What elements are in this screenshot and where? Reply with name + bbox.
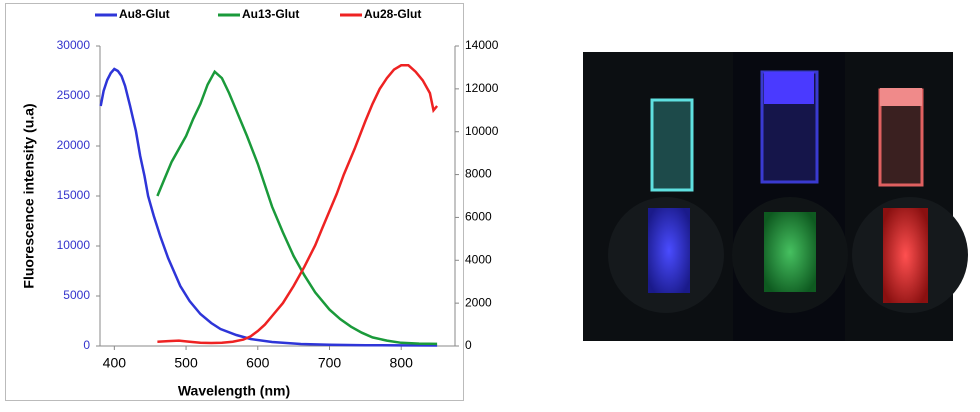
glow-red (883, 208, 928, 303)
series-line (99, 67, 438, 347)
y2-tick-label: 0 (465, 338, 472, 352)
y2-tick-label: 14000 (465, 38, 499, 52)
legend-label: Au13-Glut (242, 7, 299, 21)
y-tick-label: 5000 (63, 288, 90, 302)
y-tick-label: 20000 (57, 138, 91, 152)
y2-tick-label: 6000 (465, 210, 492, 224)
legend-label: Au8-Glut (119, 7, 170, 21)
series-line (157, 64, 439, 345)
y-tick-label: 25000 (57, 88, 91, 102)
series-line (156, 69, 438, 346)
y2-tick-label: 10000 (465, 124, 499, 138)
y2-tick-label: 8000 (465, 167, 492, 181)
photo (583, 52, 968, 341)
y2-tick-label: 2000 (465, 295, 492, 309)
y2-tick-label: 4000 (465, 252, 492, 266)
x-axis-title: Wavelength (nm) (178, 383, 290, 399)
y2-tick-label: 12000 (465, 81, 499, 95)
x-tick-label: 700 (318, 355, 342, 371)
chart: Wavelength (nm) Fluorescence intensity (… (21, 7, 499, 399)
x-tick-label: 800 (390, 355, 414, 371)
y-tick-label: 0 (83, 338, 90, 352)
x-tick-label: 400 (103, 355, 127, 371)
legend-label: Au28-Glut (364, 7, 421, 21)
cuvette-top (880, 88, 922, 106)
glow-green (764, 212, 816, 292)
y-axis-title: Fluorescence intensity (u.a) (21, 103, 37, 288)
glow-blue (648, 208, 690, 293)
x-tick-label: 600 (246, 355, 270, 371)
cuvette (650, 98, 694, 192)
y-tick-label: 10000 (57, 238, 91, 252)
x-tick-label: 500 (174, 355, 198, 371)
cuvette-top (764, 72, 814, 104)
y-tick-label: 15000 (57, 188, 91, 202)
y-tick-label: 30000 (57, 38, 91, 52)
